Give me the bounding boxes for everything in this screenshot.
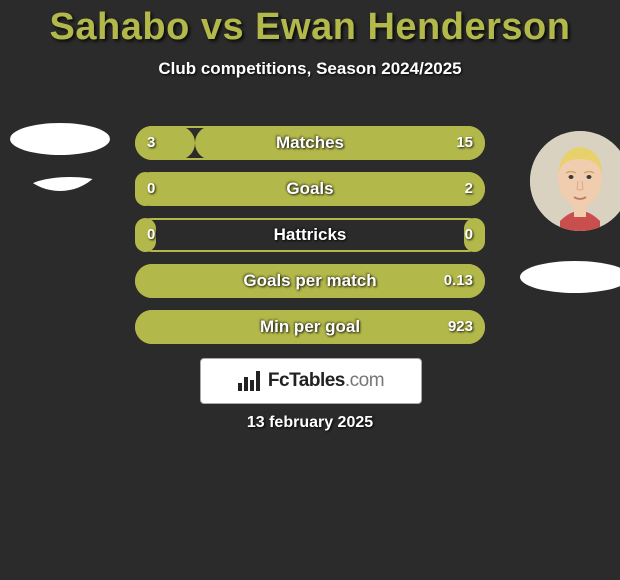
branding-suffix: .com <box>345 370 384 391</box>
comparison-card: Sahabo vs Ewan Henderson Club competitio… <box>0 6 620 580</box>
stat-value-left: 0 <box>147 218 155 252</box>
bars-icon <box>238 371 262 391</box>
stat-label: Matches <box>135 126 485 160</box>
stat-row: Matches3 15 <box>135 126 485 160</box>
page-title: Sahabo vs Ewan Henderson <box>0 6 620 49</box>
stat-row: Min per goal923 <box>135 310 485 344</box>
stat-value-right: 2 <box>465 172 473 206</box>
stat-value-left: 0 <box>147 172 155 206</box>
branding-text: FcTables.com <box>268 370 384 392</box>
stat-label: Goals <box>135 172 485 206</box>
branding-box[interactable]: FcTables.com <box>200 358 422 404</box>
stat-row: Goals per match0.13 <box>135 264 485 298</box>
stat-label: Hattricks <box>135 218 485 252</box>
date-label: 13 february 2025 <box>0 414 620 432</box>
stat-value-right: 923 <box>448 310 473 344</box>
player-left-avatar <box>10 91 110 191</box>
stat-value-right: 0.13 <box>444 264 473 298</box>
stat-value-right: 15 <box>456 126 473 160</box>
stat-value-left: 3 <box>147 126 155 160</box>
stat-label: Goals per match <box>135 264 485 298</box>
branding-site: FcTables <box>268 370 345 391</box>
subtitle: Club competitions, Season 2024/2025 <box>0 59 620 79</box>
player-right-club-logo <box>520 261 620 293</box>
stat-row: Goals0 2 <box>135 172 485 206</box>
stat-label: Min per goal <box>135 310 485 344</box>
stat-row: Hattricks0 0 <box>135 218 485 252</box>
stats-container: Matches315Goals02Hattricks00Goals per ma… <box>135 126 485 356</box>
stat-value-right: 0 <box>465 218 473 252</box>
player-right-avatar <box>530 131 620 231</box>
